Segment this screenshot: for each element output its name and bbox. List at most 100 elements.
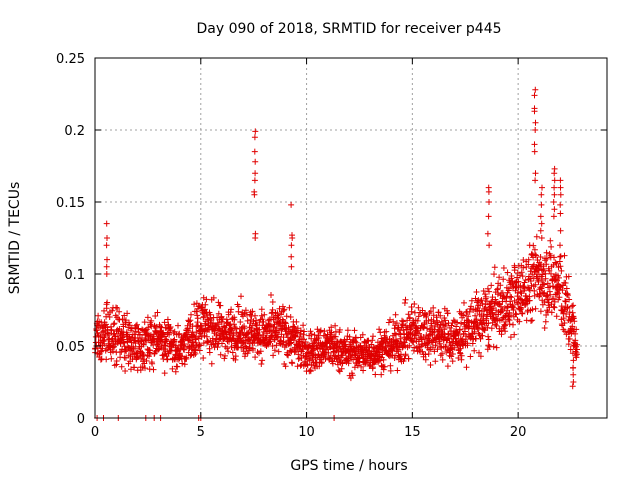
data-point <box>477 335 484 342</box>
data-point <box>351 327 358 334</box>
data-point <box>519 310 526 317</box>
data-point <box>387 362 394 369</box>
data-point <box>501 321 508 328</box>
data-point <box>566 336 573 342</box>
data-point <box>563 285 570 292</box>
data-point <box>196 333 203 340</box>
data-point <box>564 292 571 299</box>
data-point <box>213 332 220 338</box>
data-point <box>424 342 431 348</box>
data-point <box>569 309 576 316</box>
data-point <box>556 294 563 301</box>
data-point <box>258 306 265 313</box>
data-point <box>251 177 258 184</box>
data-point <box>546 267 553 274</box>
data-point <box>411 301 418 307</box>
data-point <box>142 365 148 372</box>
data-point <box>430 304 437 311</box>
data-point <box>509 303 516 310</box>
data-point <box>431 348 438 355</box>
data-point <box>231 316 238 323</box>
data-point <box>249 308 256 315</box>
data-point <box>200 314 207 321</box>
data-point <box>518 269 525 276</box>
data-point <box>318 359 325 366</box>
data-point <box>473 289 480 295</box>
data-point <box>493 322 500 329</box>
data-point <box>134 321 140 328</box>
data-point <box>539 277 545 284</box>
data-point <box>390 318 397 325</box>
data-point <box>288 201 295 208</box>
data-point <box>518 290 525 297</box>
data-point <box>122 368 129 374</box>
data-point <box>257 348 264 355</box>
data-point <box>238 293 244 300</box>
data-point <box>114 305 121 311</box>
data-point <box>132 340 139 347</box>
data-point <box>435 309 442 316</box>
data-point <box>449 358 456 365</box>
data-point <box>194 315 201 322</box>
data-point <box>271 347 278 354</box>
data-point <box>507 334 514 341</box>
data-point <box>468 297 475 304</box>
data-point <box>268 292 274 298</box>
data-point <box>547 237 554 244</box>
data-point <box>104 299 111 306</box>
data-point <box>287 340 293 347</box>
data-point <box>383 328 390 335</box>
data-point <box>360 367 367 374</box>
data-point <box>526 297 533 304</box>
data-point <box>287 314 294 320</box>
data-point <box>542 318 549 325</box>
data-point <box>252 312 258 319</box>
data-point <box>532 281 539 288</box>
data-point <box>551 184 558 191</box>
data-point <box>551 298 558 305</box>
data-point <box>349 372 356 379</box>
data-point <box>550 295 557 302</box>
data-point <box>543 261 550 268</box>
data-point <box>551 206 558 213</box>
data-point <box>531 148 538 155</box>
data-point <box>494 286 501 293</box>
data-point <box>103 356 110 363</box>
data-point <box>194 312 201 319</box>
data-point <box>478 320 485 327</box>
data-point <box>289 235 296 241</box>
data-point <box>162 342 169 349</box>
data-point <box>566 296 573 303</box>
data-point <box>562 298 569 304</box>
data-point <box>288 263 295 270</box>
data-point <box>393 320 400 327</box>
data-point <box>392 311 399 318</box>
data-point <box>259 316 266 323</box>
data-point <box>345 358 352 364</box>
data-point <box>490 343 497 350</box>
data-point <box>288 253 295 260</box>
data-point <box>463 364 470 371</box>
data-point <box>457 345 464 352</box>
grid-lines <box>95 58 607 418</box>
data-point <box>339 360 346 367</box>
data-point <box>336 326 343 333</box>
data-point <box>415 313 422 320</box>
data-point <box>533 233 540 240</box>
data-point <box>422 356 429 363</box>
data-point <box>500 265 507 271</box>
data-point <box>171 336 178 343</box>
data-point <box>570 371 577 378</box>
data-point <box>131 331 138 338</box>
data-point <box>546 304 553 311</box>
data-point <box>175 322 181 329</box>
data-point <box>485 188 492 195</box>
data-point <box>269 343 276 349</box>
data-point <box>101 307 107 314</box>
data-point <box>172 368 179 375</box>
data-point <box>565 341 572 348</box>
x-tick-label: 0 <box>91 425 99 440</box>
data-point <box>570 379 577 385</box>
data-point <box>532 119 539 126</box>
data-point <box>376 326 383 333</box>
